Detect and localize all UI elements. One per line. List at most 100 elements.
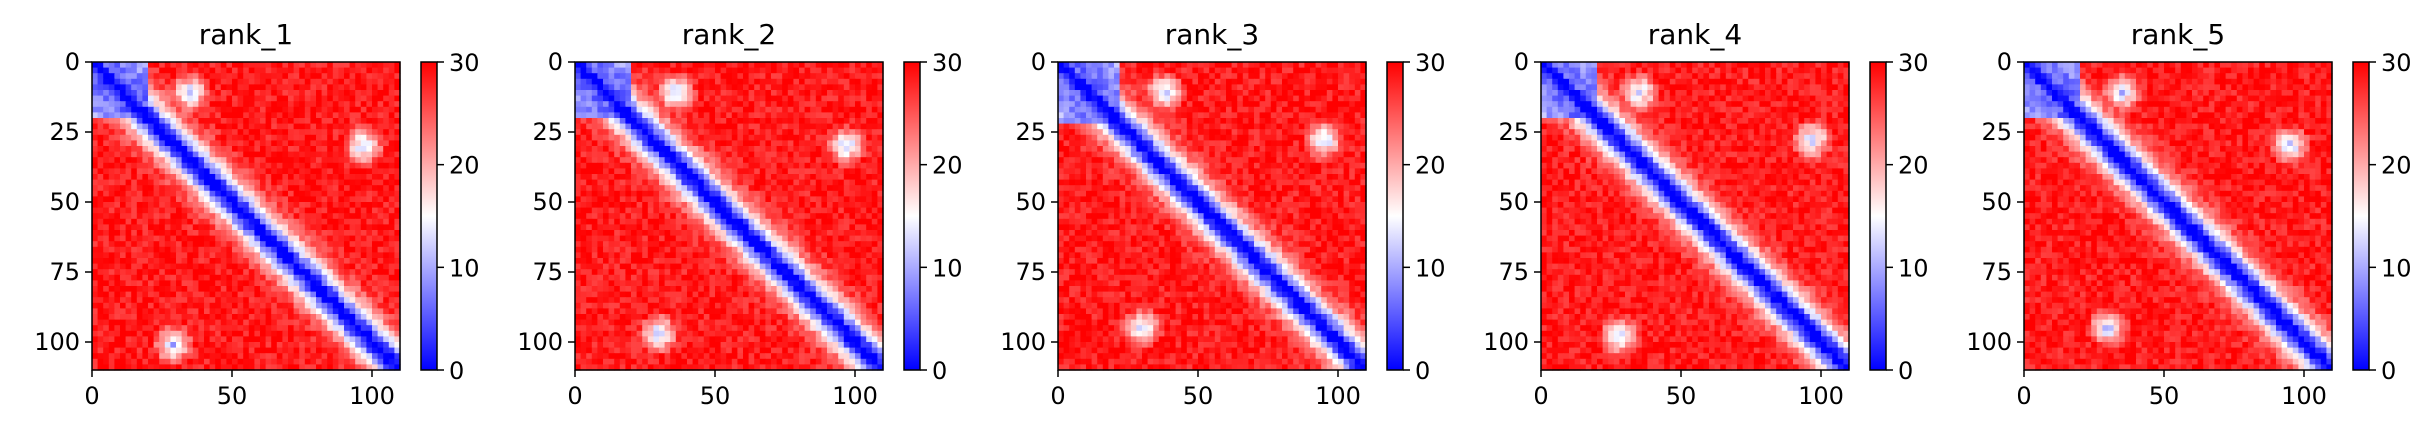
heatmap-cell bbox=[609, 79, 615, 85]
heatmap-cell bbox=[333, 280, 339, 286]
heatmap-cell bbox=[243, 62, 249, 68]
heatmap-cell bbox=[844, 202, 850, 208]
heatmap-cell bbox=[215, 224, 221, 230]
heatmap-cell bbox=[592, 219, 598, 225]
heatmap-cell bbox=[597, 185, 603, 191]
heatmap-cell bbox=[299, 135, 305, 141]
heatmap-cell bbox=[614, 191, 620, 197]
heatmap-cell bbox=[760, 180, 766, 186]
heatmap-cell bbox=[288, 247, 294, 253]
heatmap-cell bbox=[294, 269, 300, 275]
heatmap-cell bbox=[844, 191, 850, 197]
heatmap-cell bbox=[687, 180, 693, 186]
heatmap-cell bbox=[243, 286, 249, 292]
heatmap-cell bbox=[597, 174, 603, 180]
heatmap-cell bbox=[187, 140, 193, 146]
heatmap-cell bbox=[170, 107, 176, 113]
heatmap-cell bbox=[721, 79, 727, 85]
heatmap-cell bbox=[126, 191, 132, 197]
heatmap-cell bbox=[260, 286, 266, 292]
heatmap-cell bbox=[327, 314, 333, 320]
heatmap-cell bbox=[92, 163, 98, 169]
heatmap-cell bbox=[232, 101, 238, 107]
heatmap-cell bbox=[310, 331, 316, 337]
heatmap-cell bbox=[260, 90, 266, 96]
heatmap-cell bbox=[243, 303, 249, 309]
heatmap-cell bbox=[693, 62, 699, 68]
heatmap-cell bbox=[338, 68, 344, 74]
heatmap-cell bbox=[288, 168, 294, 174]
heatmap-cell bbox=[126, 135, 132, 141]
heatmap-cell bbox=[631, 236, 637, 242]
heatmap-cell bbox=[249, 269, 255, 275]
heatmap-cell bbox=[137, 247, 143, 253]
heatmap-cell bbox=[310, 146, 316, 152]
heatmap-cell bbox=[322, 230, 328, 236]
heatmap-cell bbox=[614, 101, 620, 107]
heatmap-cell bbox=[204, 157, 210, 163]
heatmap-cell bbox=[277, 258, 283, 264]
heatmap-cell bbox=[361, 314, 367, 320]
heatmap-cell bbox=[849, 224, 855, 230]
heatmap-cell bbox=[210, 264, 216, 270]
heatmap-cell bbox=[333, 264, 339, 270]
heatmap-cell bbox=[597, 252, 603, 258]
heatmap-cell bbox=[350, 202, 356, 208]
heatmap-cell bbox=[631, 219, 637, 225]
heatmap-cell bbox=[760, 157, 766, 163]
heatmap-cell bbox=[581, 202, 587, 208]
heatmap-cell bbox=[344, 168, 350, 174]
heatmap-cell bbox=[215, 297, 221, 303]
heatmap-cell bbox=[182, 247, 188, 253]
heatmap-cell bbox=[221, 275, 227, 281]
heatmap-cell bbox=[316, 241, 322, 247]
heatmap-cell bbox=[165, 112, 171, 118]
heatmap-cell bbox=[631, 112, 637, 118]
heatmap-cell bbox=[355, 157, 361, 163]
heatmap-cell bbox=[148, 331, 154, 337]
heatmap-cell bbox=[148, 202, 154, 208]
heatmap-cell bbox=[338, 219, 344, 225]
heatmap-cell bbox=[625, 168, 631, 174]
heatmap-cell bbox=[120, 247, 126, 253]
heatmap-cell bbox=[732, 163, 738, 169]
heatmap-cell bbox=[372, 124, 378, 130]
heatmap-cell bbox=[355, 191, 361, 197]
heatmap-cell bbox=[597, 241, 603, 247]
heatmap-cell bbox=[872, 208, 878, 214]
heatmap-cell bbox=[389, 84, 395, 90]
heatmap-cell bbox=[805, 107, 811, 113]
heatmap-cell bbox=[793, 68, 799, 74]
heatmap-cell bbox=[765, 185, 771, 191]
heatmap-cell bbox=[821, 174, 827, 180]
heatmap-cell bbox=[366, 84, 372, 90]
heatmap-cell bbox=[154, 280, 160, 286]
heatmap-cell bbox=[142, 264, 148, 270]
heatmap-cell bbox=[288, 79, 294, 85]
heatmap-cell bbox=[114, 269, 120, 275]
heatmap-cell bbox=[609, 96, 615, 102]
heatmap-cell bbox=[366, 146, 372, 152]
heatmap-cell bbox=[254, 348, 260, 354]
heatmap-cell bbox=[187, 79, 193, 85]
heatmap-cell bbox=[765, 124, 771, 130]
heatmap-cell bbox=[637, 219, 643, 225]
heatmap-cell bbox=[737, 107, 743, 113]
heatmap-cell bbox=[221, 336, 227, 342]
heatmap-cell bbox=[833, 107, 839, 113]
heatmap-cell bbox=[98, 118, 104, 124]
heatmap-cell bbox=[810, 202, 816, 208]
heatmap-cell bbox=[872, 157, 878, 163]
heatmap-cell bbox=[198, 219, 204, 225]
heatmap-cell bbox=[294, 191, 300, 197]
heatmap-cell bbox=[294, 342, 300, 348]
heatmap-cell bbox=[165, 213, 171, 219]
heatmap-cell bbox=[322, 146, 328, 152]
heatmap-cell bbox=[648, 140, 654, 146]
heatmap-cell bbox=[126, 157, 132, 163]
heatmap-cell bbox=[193, 202, 199, 208]
heatmap-cell bbox=[249, 79, 255, 85]
heatmap-cell bbox=[176, 303, 182, 309]
heatmap-cell bbox=[383, 68, 389, 74]
heatmap-cell bbox=[165, 224, 171, 230]
